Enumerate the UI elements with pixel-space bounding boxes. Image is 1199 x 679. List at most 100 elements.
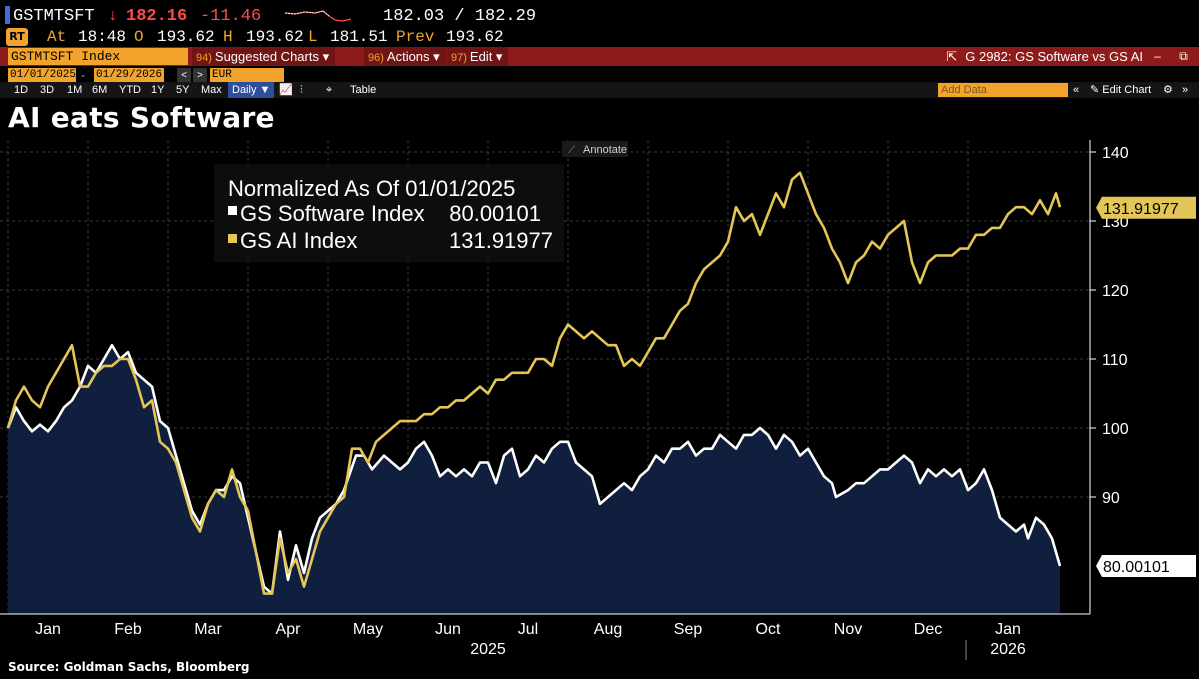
ai-tag-value: 131.91977 [1103, 201, 1179, 218]
end-date-input[interactable]: 01/29/2026 [94, 68, 164, 83]
chart-title-text: G 2982: GS Software vs GS AI [965, 49, 1143, 64]
software-tag-value: 80.00101 [1103, 559, 1170, 576]
security-field[interactable]: GSTMTSFT Index [8, 48, 188, 65]
range-ytd[interactable]: YTD [119, 84, 141, 96]
x-tick-label: Oct [756, 621, 781, 638]
x-tick-label: May [353, 621, 383, 638]
range-6m[interactable]: 6M [92, 84, 108, 96]
x-tick-label: Apr [276, 621, 302, 638]
legend-software-name: GS Software Index [240, 201, 425, 226]
x-tick-label: Jan [35, 621, 61, 638]
actions-menu[interactable]: 96) Actions ▾ [364, 47, 446, 66]
range-bar: 1D 3D 1M 6M YTD 1Y 5Y Max Daily ▼ 📈 ⫶ ⌖ … [0, 82, 1199, 98]
menu-number: 97) [451, 52, 467, 64]
software-line[interactable] [6, 343, 1062, 595]
annotate-label: Annotate [583, 144, 627, 156]
collapse-icon[interactable]: « [1073, 84, 1080, 96]
low-label: L [308, 28, 318, 46]
settings-icon[interactable]: ⚙ [1163, 84, 1173, 96]
ai-last-value-tag: 131.91977 [1096, 196, 1196, 219]
range-5y[interactable]: 5Y [176, 84, 190, 96]
menu-label: Actions ▾ [386, 49, 440, 64]
software-area [8, 345, 1060, 614]
chart-title-link[interactable]: ⇱ G 2982: GS Software vs GS AI [946, 47, 1143, 66]
software-last-value-tag: 80.00101 [1096, 554, 1196, 577]
year-label: 2025 [470, 641, 506, 658]
ruler-icon[interactable]: ⫶ [300, 84, 303, 96]
low-value: 181.51 [330, 28, 388, 46]
x-tick-label: Jun [435, 621, 461, 638]
date-range-bar: 01/01/2025 - 01/29/2026 < > EUR [0, 68, 1199, 84]
prev-value: 193.62 [446, 28, 504, 46]
range-3d[interactable]: 3D [40, 84, 55, 96]
net-change: -11.46 [200, 7, 262, 26]
last-time: 18:48 [78, 28, 127, 46]
legend: Normalized As Of 01/01/2025 GS Software … [214, 164, 564, 262]
x-tick-label: Feb [114, 621, 142, 638]
collapse-right-icon[interactable]: » [1182, 84, 1189, 96]
start-date-input[interactable]: 01/01/2025 [8, 68, 77, 83]
range-1m[interactable]: 1M [67, 84, 83, 96]
year-label: 2026 [990, 641, 1026, 658]
high-label: H [223, 28, 233, 46]
ticker-marker [5, 6, 10, 24]
sparkline-icon [285, 10, 352, 22]
menu-number: 94) [196, 52, 212, 64]
ai-line[interactable] [6, 171, 1062, 595]
range-max[interactable]: Max [201, 84, 222, 96]
menu-label: Suggested Charts ▾ [214, 49, 330, 64]
prev-label: Prev [396, 28, 435, 46]
external-link-icon: ⇱ [946, 49, 958, 64]
function-toolbar: GSTMTSFT Index 94) Suggested Charts ▾ 96)… [0, 47, 1199, 66]
y-tick-label: 90 [1102, 490, 1120, 507]
legend-ai-value: 131.91977 [449, 228, 553, 253]
open-label: O [134, 28, 144, 46]
range-1d[interactable]: 1D [14, 84, 29, 96]
x-tick-label: Sep [674, 621, 703, 638]
crosshair-icon[interactable]: ⌖ [326, 84, 333, 96]
date-separator: - [81, 68, 85, 82]
annotate-icon: ⟋ [568, 145, 575, 156]
edit-chart-button[interactable]: ✎ Edit Chart [1090, 82, 1151, 98]
table-button[interactable]: Table [350, 84, 377, 96]
annotate-button[interactable]: ⟋ Annotate [562, 141, 628, 157]
line-chart-icon[interactable]: 📈 [279, 84, 293, 96]
source-note: Source: Goldman Sachs, Bloomberg [8, 660, 250, 674]
x-tick-label: Nov [834, 621, 862, 638]
edit-menu[interactable]: 97) Edit ▾ [447, 47, 509, 66]
minimize-icon[interactable]: – [1154, 49, 1161, 63]
x-axis-ticks: Jan Feb Mar Apr May Jun Jul Aug Sep Oct Nov Dec Jan 2… [35, 621, 1026, 660]
legend-ai-name: GS AI Index [240, 228, 357, 253]
y-tick-label: 100 [1102, 421, 1129, 438]
range-1y[interactable]: 1Y [151, 84, 165, 96]
frequency-select[interactable]: Daily ▼ [228, 82, 275, 98]
add-data-input[interactable]: Add Data [938, 83, 1068, 97]
at-label: At [47, 28, 67, 46]
currency-select[interactable]: EUR [210, 68, 284, 83]
high-value: 193.62 [246, 28, 304, 46]
ticker-bar: GSTMTSFT ↓ 182.16 -11.46 182.03 / 182.29 [0, 4, 1199, 26]
realtime-icon[interactable]: RT [6, 28, 28, 46]
legend-box [214, 164, 564, 262]
legend-title: Normalized As Of 01/01/2025 [228, 176, 515, 201]
y-tick-label: 110 [1102, 352, 1128, 369]
edit-chart-label: Edit Chart [1102, 84, 1152, 96]
legend-ai-swatch [228, 234, 237, 243]
open-value: 193.62 [157, 28, 215, 46]
x-tick-label: Aug [594, 621, 622, 638]
ai-tag-shape [1096, 196, 1196, 219]
popout-icon[interactable]: ⧉ [1179, 49, 1188, 63]
software-tag-shape [1096, 554, 1196, 577]
back-arrow-icon[interactable]: < [177, 68, 191, 83]
suggested-charts-menu[interactable]: 94) Suggested Charts ▾ [192, 47, 336, 66]
down-arrow-icon: ↓ [108, 7, 118, 25]
x-tick-label: Dec [914, 621, 942, 638]
legend-software-swatch [228, 206, 237, 215]
menu-number: 96) [368, 52, 384, 64]
y-tick-label: 120 [1102, 283, 1129, 300]
stats-bar: RT At 18:48 O 193.62 H 193.62 L 181.51 P… [0, 27, 1199, 47]
y-tick-label: 140 [1102, 145, 1129, 162]
forward-arrow-icon[interactable]: > [193, 68, 207, 83]
ticker-symbol[interactable]: GSTMTSFT [13, 7, 95, 26]
